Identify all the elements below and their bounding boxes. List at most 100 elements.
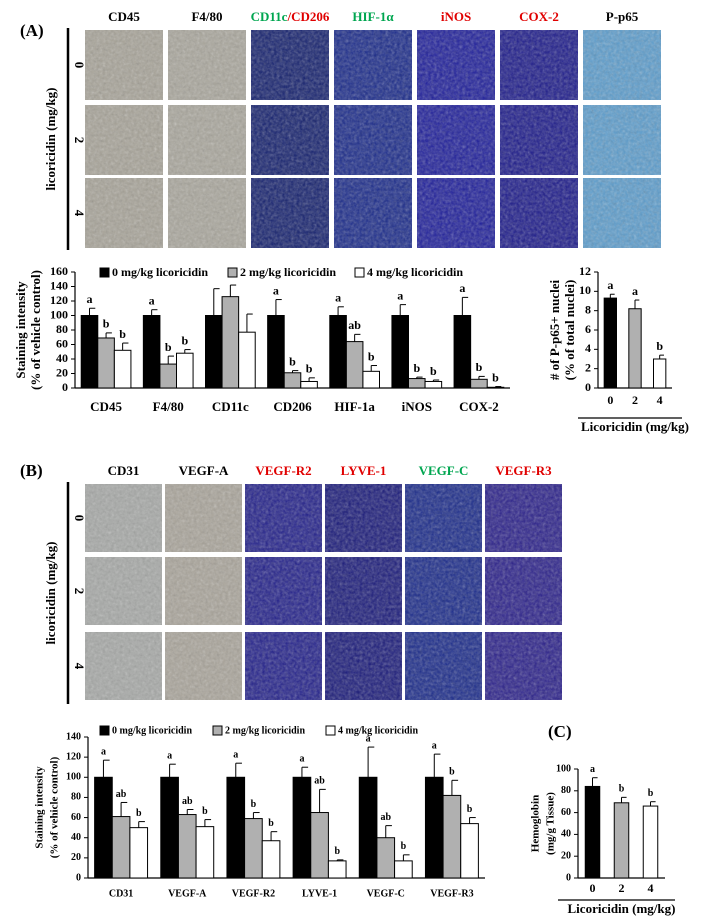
- label-part: VEGF-R2: [255, 463, 311, 478]
- micrograph-texture: [334, 30, 412, 100]
- x-tick-label: VEGF-R2: [232, 888, 275, 899]
- y-tick-label: 60: [71, 812, 81, 823]
- bar: [159, 363, 178, 389]
- significance-letter: b: [619, 784, 625, 795]
- micrograph-texture: [417, 105, 495, 175]
- x-tick-label: VEGF-A: [168, 888, 207, 899]
- x-tick-label: CD206: [273, 399, 312, 414]
- x-tick-label: F4/80: [153, 399, 184, 414]
- micrograph-texture: [245, 557, 322, 625]
- y-tick-label: 20: [561, 850, 571, 861]
- micrograph-texture: [485, 632, 562, 700]
- label-part: HIF-1α: [352, 9, 394, 24]
- label-part: /CD206: [286, 9, 329, 24]
- x-tick-label: CD45: [90, 399, 122, 414]
- y-tick-label: 20: [71, 852, 81, 863]
- bar: [362, 370, 380, 389]
- bar: [327, 860, 347, 879]
- significance-letter: b: [334, 846, 340, 857]
- x-axis-label: Licoricidin (mg/kg): [581, 419, 689, 434]
- y-tick-label: 80: [56, 322, 68, 336]
- micrograph-texture: [405, 557, 482, 625]
- y-axis-label: (% of total nuclei): [562, 280, 577, 381]
- panel-label: (B): [20, 461, 43, 480]
- micrograph-texture: [325, 557, 402, 625]
- significance-letter: ab: [314, 776, 325, 787]
- significance-letter: a: [101, 746, 106, 757]
- y-axis-label: Staining intensity: [34, 766, 46, 849]
- significance-letter: b: [413, 361, 420, 375]
- micrograph-texture: [583, 105, 661, 175]
- significance-letter: a: [273, 283, 279, 297]
- legend-label: 0 mg/kg licoricidin: [112, 265, 208, 279]
- column-label: VEGF-R3: [495, 463, 552, 478]
- label-part: P-p65: [606, 9, 639, 24]
- significance-letter: ab: [182, 796, 193, 807]
- significance-letter: b: [251, 799, 257, 810]
- column-label: P-p65: [606, 9, 639, 24]
- bar: [261, 840, 281, 879]
- micrograph-texture: [405, 484, 482, 552]
- significance-letter: b: [202, 806, 208, 817]
- column-label: iNOS: [441, 9, 471, 24]
- bar: [113, 349, 132, 389]
- bar: [226, 776, 246, 879]
- micrograph-texture: [334, 178, 412, 248]
- panel-label: (C): [548, 722, 572, 741]
- row-axis-label: licoricidin (mg/kg): [43, 542, 58, 645]
- significance-letter: b: [492, 370, 499, 384]
- micrograph-texture: [85, 30, 163, 100]
- significance-letter: b: [476, 360, 483, 374]
- bar: [424, 776, 444, 879]
- significance-letter: b: [656, 339, 663, 353]
- bar: [238, 331, 256, 389]
- column-label: LYVE-1: [341, 463, 387, 478]
- bar: [97, 337, 115, 389]
- x-tick-label: CD31: [109, 888, 133, 899]
- y-tick-label: 2: [585, 360, 591, 374]
- y-tick-label: 12: [579, 264, 591, 278]
- y-axis-label: # of P-p65+ nuclei: [547, 280, 562, 381]
- micrograph-texture: [168, 30, 246, 100]
- bar: [129, 827, 149, 879]
- micrograph-texture: [485, 557, 562, 625]
- bar: [94, 776, 113, 879]
- column-label: F4/80: [191, 9, 222, 24]
- significance-letter: a: [167, 750, 172, 761]
- bar: [80, 315, 99, 389]
- y-tick-label: 0: [566, 872, 571, 883]
- legend-label: 4 mg/kg licoricidin: [338, 725, 418, 736]
- significance-letter: a: [607, 278, 613, 292]
- micrograph-texture: [500, 178, 578, 248]
- y-tick-label: 40: [56, 351, 68, 365]
- significance-letter: b: [289, 354, 296, 368]
- micrograph-texture: [165, 484, 242, 552]
- label-part: CD45: [108, 9, 140, 24]
- label-part: CD11c: [251, 9, 288, 24]
- micrograph-texture: [417, 178, 495, 248]
- significance-letter: b: [430, 364, 437, 378]
- y-tick-label: 120: [66, 751, 81, 762]
- micrograph-texture: [583, 30, 661, 100]
- bar: [345, 341, 364, 389]
- label-part: VEGF-C: [419, 463, 469, 478]
- y-axis-label: (% of vehicle control): [49, 756, 61, 858]
- legend-swatch: [354, 267, 365, 278]
- row-label: 0: [72, 62, 87, 69]
- x-tick-label: VEGF-R3: [430, 888, 473, 899]
- x-tick-label: 4: [657, 393, 663, 407]
- legend-swatch: [99, 725, 110, 736]
- row-axis-label: licoricidin (mg/kg): [43, 88, 58, 191]
- row-label: 2: [72, 137, 87, 144]
- micrograph-texture: [325, 632, 402, 700]
- y-tick-label: 0: [76, 872, 81, 883]
- y-axis-label: Hemoglobin: [530, 795, 542, 852]
- bar: [603, 297, 618, 389]
- significance-letter: a: [335, 291, 341, 305]
- x-tick-label: CD11c: [212, 399, 249, 414]
- micrograph-texture: [325, 484, 402, 552]
- bar: [358, 776, 378, 879]
- micrograph-texture: [251, 178, 329, 248]
- y-tick-label: 4: [585, 341, 591, 355]
- y-tick-label: 40: [561, 829, 571, 840]
